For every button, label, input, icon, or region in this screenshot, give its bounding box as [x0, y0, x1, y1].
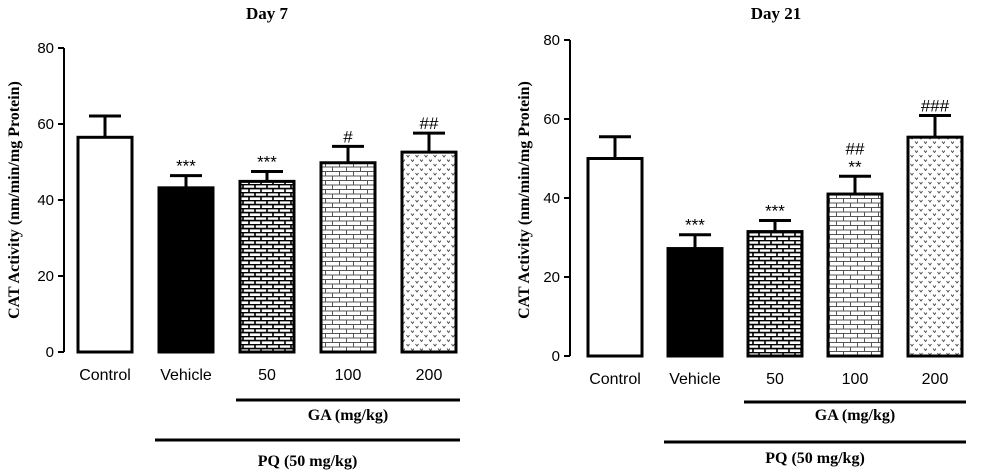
y-tick-label: 60 — [543, 111, 560, 128]
bar — [76, 135, 134, 354]
significance-label: *** — [765, 202, 785, 221]
group-label: GA (mg/kg) — [815, 407, 895, 424]
y-tick-label: 80 — [543, 32, 560, 49]
category-labels: Control Vehicle 50 100 200 — [589, 371, 948, 388]
category-label: Control — [589, 371, 641, 388]
bar — [157, 186, 215, 354]
category-label: Vehicle — [669, 371, 721, 388]
bar — [826, 192, 884, 358]
y-tick-label: 40 — [37, 192, 54, 209]
category-label: Control — [79, 367, 131, 384]
category-label: Vehicle — [160, 367, 212, 384]
y-axis: 0 20 40 60 80 — [543, 32, 571, 365]
bars: ********##### — [586, 96, 964, 358]
significance-label: ## — [420, 114, 439, 133]
category-label: 50 — [766, 371, 784, 388]
bar — [906, 135, 964, 358]
significance-label: ## — [846, 139, 865, 158]
y-axis-label: CAT Activity (nm/min/mg Protein) — [6, 81, 23, 319]
chart-title: Day 7 — [246, 4, 289, 23]
y-tick-label: 0 — [552, 348, 560, 365]
chart-day7: Day 7 CAT Activity (nm/min/mg Protein) 0… — [6, 4, 460, 470]
group-brackets: GA (mg/kg) PQ (50 mg/kg) — [664, 400, 966, 467]
significance-label: *** — [685, 216, 705, 235]
bar — [319, 161, 377, 354]
y-tick-label: 80 — [37, 40, 54, 57]
significance-label: *** — [257, 153, 277, 172]
significance-label: # — [343, 127, 353, 146]
category-label: 50 — [258, 367, 276, 384]
category-label: 200 — [922, 371, 949, 388]
bars: *** ***### — [76, 114, 458, 354]
y-tick-label: 0 — [46, 344, 54, 361]
bar — [586, 157, 644, 358]
y-tick-label: 20 — [543, 269, 560, 286]
category-label: 200 — [416, 367, 443, 384]
y-tick-label: 40 — [543, 190, 560, 207]
group-label: GA (mg/kg) — [308, 407, 388, 424]
bar — [666, 247, 724, 358]
chart-title: Day 21 — [751, 4, 802, 23]
chart-day21: Day 21 CAT Activity (nm/min/mg Protein) … — [516, 4, 966, 467]
category-label: 100 — [842, 371, 869, 388]
y-tick-label: 60 — [37, 116, 54, 133]
group-brackets: GA (mg/kg) PQ (50 mg/kg) — [155, 398, 460, 470]
group-label: PQ (50 mg/kg) — [765, 450, 865, 467]
y-axis-label: CAT Activity (nm/min/mg Protein) — [516, 81, 533, 319]
significance-label: *** — [176, 157, 196, 176]
bar — [746, 230, 804, 358]
category-label: 100 — [335, 367, 362, 384]
y-tick-label: 20 — [37, 268, 54, 285]
y-axis: 0 20 40 60 80 — [37, 40, 65, 361]
bar — [400, 150, 458, 354]
significance-label: ** — [848, 157, 862, 176]
bar — [238, 179, 296, 354]
group-label: PQ (50 mg/kg) — [258, 453, 358, 470]
significance-label: ### — [921, 96, 950, 115]
category-labels: Control Vehicle 50 100 200 — [79, 367, 442, 384]
